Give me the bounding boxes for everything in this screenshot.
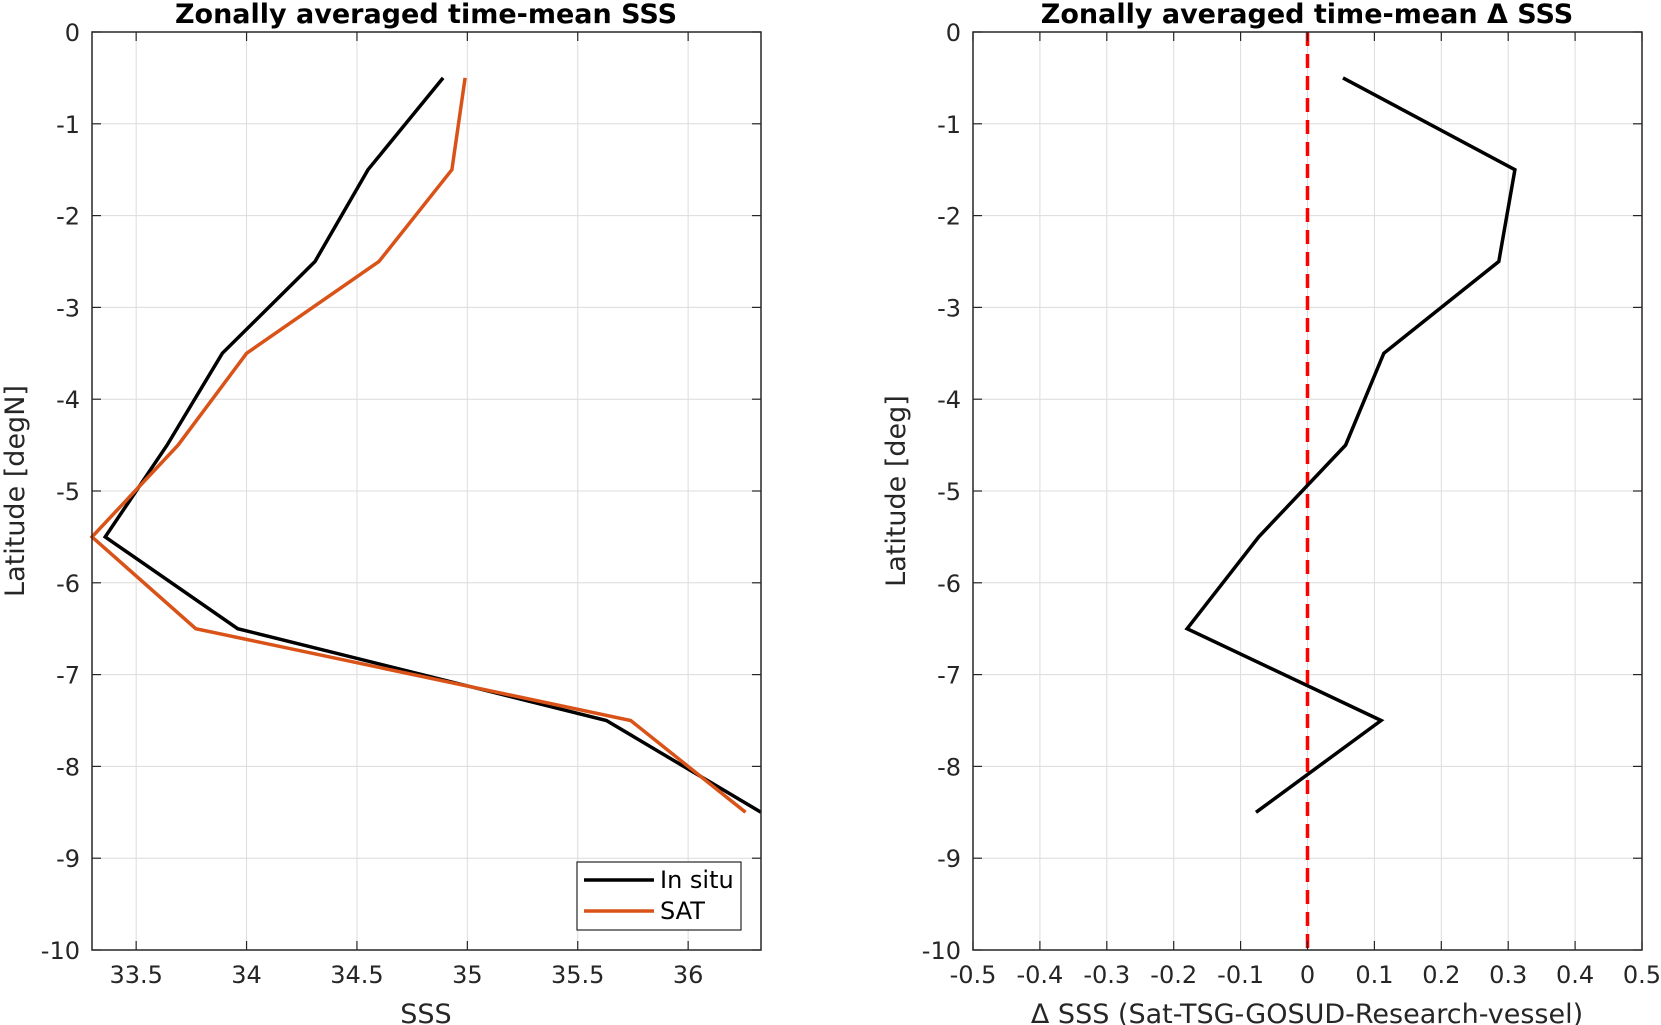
- x-tick-label: 0.1: [1355, 961, 1393, 989]
- y-tick-label: -4: [937, 386, 961, 414]
- grid-sss: [92, 31, 761, 951]
- x-tick-label: -0.3: [1083, 961, 1130, 989]
- x-tick-label: -0.1: [1217, 961, 1264, 989]
- series-group-delta-sss: [1184, 32, 1517, 950]
- y-axis-label-sss: Latitude [degN]: [0, 385, 31, 597]
- y-tick-label: 0: [65, 19, 80, 47]
- y-tick-label: -2: [937, 203, 961, 231]
- x-tick-label: 34.5: [330, 961, 383, 989]
- legend: In situ SAT: [576, 861, 742, 931]
- legend-box: [576, 861, 742, 931]
- y-tick-label: -1: [937, 111, 961, 139]
- chart-panel-sss: 33.5 34 34.5 35 35.5 36 0 -1 -2 -3 -4 -5 -6 -7 -8 -9 -10…: [0, 0, 762, 1025]
- y-tick-label: -8: [937, 753, 961, 781]
- y-tick-label: -6: [56, 570, 80, 598]
- x-tick-label: 0.5: [1623, 961, 1661, 989]
- y-tick-label: -10: [41, 937, 80, 965]
- x-tick-label: 0: [1300, 961, 1315, 989]
- y-tick-label: -1: [56, 111, 80, 139]
- y-tick-label: -3: [937, 294, 961, 322]
- y-tick-label: -7: [56, 662, 80, 690]
- x-tick-label: 0.4: [1556, 961, 1594, 989]
- x-tick-label: 36: [673, 961, 704, 989]
- y-tick-label: -8: [56, 753, 80, 781]
- y-tick-label: -9: [937, 845, 961, 873]
- y-tick-label: -7: [937, 662, 961, 690]
- y-tick-label: -5: [937, 478, 961, 506]
- x-tick-label: -0.2: [1150, 961, 1197, 989]
- ticks-sss: 33.5 34 34.5 35 35.5 36 0 -1 -2 -3 -4 -5 -6 -7 -8 -9 -10: [41, 19, 761, 989]
- x-tick-label: -0.4: [1016, 961, 1063, 989]
- x-axis-label-sss: SSS: [400, 999, 451, 1025]
- y-tick-label: -6: [937, 570, 961, 598]
- y-tick-label: -3: [56, 294, 80, 322]
- y-tick-label: -2: [56, 203, 80, 231]
- y-tick-label: -10: [922, 937, 961, 965]
- x-tick-label: -0.5: [950, 961, 997, 989]
- y-axis-label-delta-sss: Latitude [deg]: [881, 395, 912, 587]
- y-tick-label: -9: [56, 845, 80, 873]
- x-tick-label: 0.2: [1422, 961, 1460, 989]
- x-tick-label: 0.3: [1489, 961, 1527, 989]
- chart-panel-delta-sss: -0.5 -0.4 -0.3 -0.2 -0.1 0 0.1 0.2 0.3 0.4 0.5 0 -1 -…: [881, 0, 1661, 1025]
- series-group-sss: [89, 76, 762, 814]
- chart-title-delta-sss: Zonally averaged time-mean Δ SSS: [1041, 0, 1573, 30]
- y-tick-label: 0: [946, 19, 961, 47]
- ticks-delta-sss: -0.5 -0.4 -0.3 -0.2 -0.1 0 0.1 0.2 0.3 0.4 0.5 0 -1 -…: [922, 19, 1661, 989]
- y-tick-label: -5: [56, 478, 80, 506]
- x-tick-label: 33.5: [109, 961, 162, 989]
- x-tick-label: 35.5: [551, 961, 604, 989]
- x-axis-label-delta-sss: Δ SSS (Sat-TSG-GOSUD-Research-vessel): [1031, 999, 1583, 1025]
- legend-label-in-situ: In situ: [660, 866, 734, 894]
- x-tick-label: 35: [452, 961, 483, 989]
- y-tick-label: -4: [56, 386, 80, 414]
- chart-title-sss: Zonally averaged time-mean SSS: [175, 0, 677, 30]
- x-tick-label: 34: [231, 961, 262, 989]
- legend-label-sat: SAT: [660, 897, 705, 925]
